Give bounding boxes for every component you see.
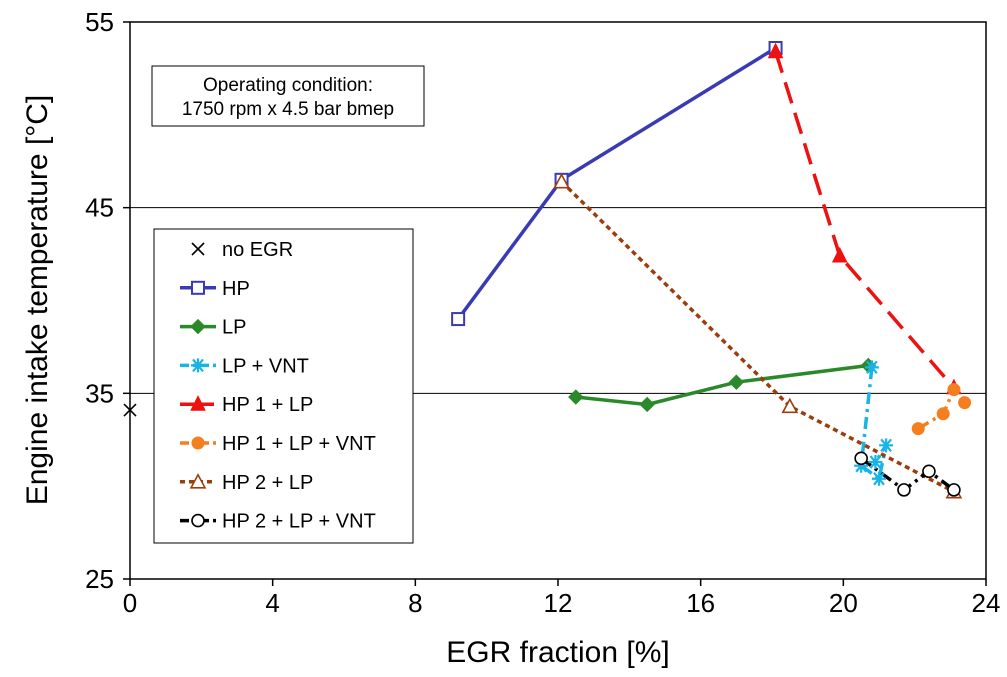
legend-label: HP 2 + LP (222, 472, 313, 494)
data-point (958, 396, 972, 410)
data-point (854, 451, 868, 466)
y-tick-label: 55 (85, 7, 114, 37)
x-tick-label: 24 (972, 588, 1001, 618)
x-tick-label: 20 (829, 588, 858, 618)
y-tick-label: 25 (85, 564, 114, 594)
data-point (728, 374, 745, 390)
legend-marker (190, 318, 206, 335)
data-point (947, 383, 961, 397)
data-point (767, 42, 784, 59)
data-point (781, 397, 799, 414)
legend-label: LP (222, 317, 246, 339)
series-line (456, 46, 777, 321)
x-tick-label: 4 (265, 588, 279, 618)
data-point (639, 396, 655, 413)
y-tick-label: 45 (85, 193, 114, 223)
x-tick-label: 12 (544, 588, 573, 618)
legend-label: LP + VNT (222, 355, 309, 377)
series-line (575, 363, 869, 407)
legend-marker (191, 358, 205, 373)
annotation-box: Operating condition: 1750 rpm x 4.5 bar … (151, 65, 425, 127)
x-axis-title: EGR fraction [%] (446, 636, 669, 669)
legend-label: HP 1 + LP (222, 394, 313, 416)
legend-label: HP 2 + LP + VNT (222, 511, 376, 533)
legend-marker (191, 242, 205, 256)
data-point (879, 438, 894, 453)
series-line (917, 387, 966, 431)
annotation-line-2: 1750 rpm x 4.5 bar bmep (182, 99, 394, 120)
data-point (897, 483, 911, 497)
legend-label: HP 1 + LP + VNT (222, 433, 376, 455)
data-point (936, 407, 950, 421)
data-point (868, 455, 883, 470)
legend-marker (191, 436, 205, 450)
legend-marker (189, 473, 207, 489)
legend-label: no EGR (222, 239, 293, 261)
annotation-frame (151, 65, 425, 127)
legend-label: HP (222, 278, 250, 300)
data-point (872, 471, 886, 486)
axis-ticks: 0 4 8 12 16 20 24 25 35 45 55 (85, 7, 1000, 618)
data-point (922, 464, 936, 479)
x-tick-label: 8 (408, 588, 422, 618)
x-tick-label: 16 (686, 588, 715, 618)
y-axis-title: Engine intake temperature [°C] (21, 95, 54, 506)
series-markers (123, 40, 972, 499)
legend-marker (191, 280, 205, 295)
x-tick-label: 0 (123, 588, 137, 618)
data-point (451, 312, 466, 327)
y-tick-label: 35 (85, 378, 114, 408)
series-lines (456, 46, 966, 494)
data-point (123, 403, 137, 417)
legend-marker (191, 513, 205, 528)
data-point (947, 483, 961, 497)
legend: no EGR HP LP LP + VNT HP 1 + LP HP 1 + LP + V… (153, 228, 414, 544)
data-point (864, 360, 879, 375)
annotation-line-1: Operating condition: (203, 75, 373, 96)
legend-frame (153, 228, 414, 544)
series-line (560, 180, 955, 494)
legend-marker (190, 395, 206, 411)
data-point (553, 172, 570, 189)
data-point (568, 389, 584, 405)
data-point (831, 246, 848, 263)
data-point (911, 422, 925, 436)
data-point (854, 458, 869, 473)
series-line (773, 51, 956, 389)
